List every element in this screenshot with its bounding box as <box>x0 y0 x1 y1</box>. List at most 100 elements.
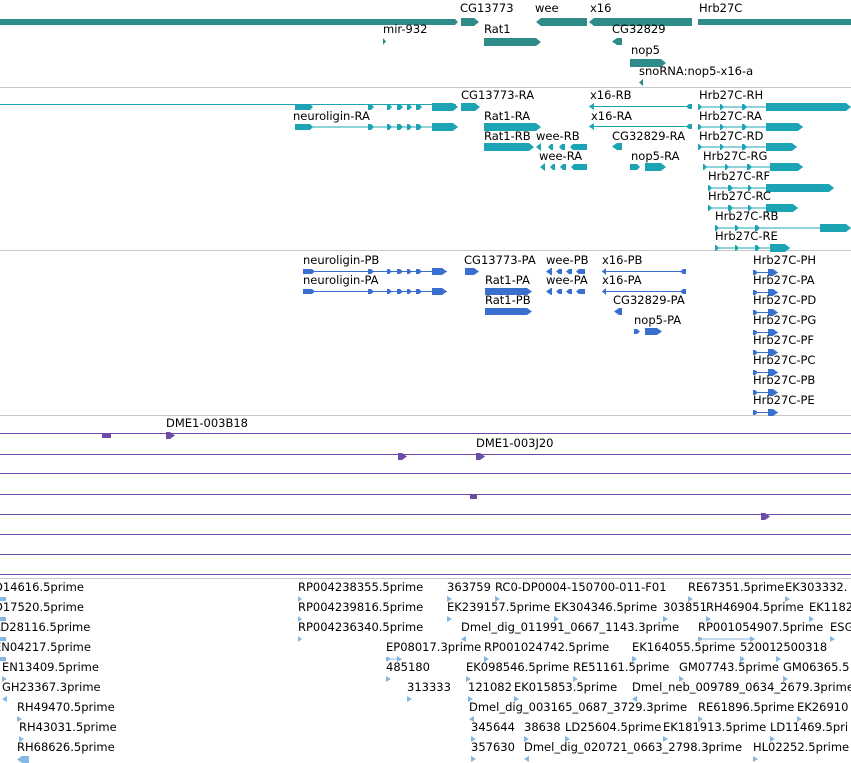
feature-HL02252.5prime[interactable]: HL02252.5prime <box>753 740 849 762</box>
feature-Hrb27C-PC[interactable]: Hrb27C-PC <box>753 353 815 376</box>
feature-Rat1[interactable]: Rat1 <box>484 22 541 46</box>
feature-CG13773-PA[interactable]: CG13773-PA <box>464 253 536 275</box>
feature-485180[interactable]: 485180 <box>386 660 430 682</box>
feature-Rat1-RA[interactable]: Rat1-RA <box>484 109 541 131</box>
feature-Dmel_neb_009789_0634_2679.3prime[interactable]: Dmel_neb_009789_0634_2679.3prime <box>632 680 851 702</box>
feature-CG13773[interactable]: CG13773 <box>0 1 514 26</box>
feature-wee-PB[interactable]: wee-PB <box>546 253 589 275</box>
feature-EK164055.5prime[interactable]: EK164055.5prime <box>632 640 735 662</box>
feature-EK304346.5prime[interactable]: EK304346.5prime <box>554 600 657 622</box>
feature-EK303332.[interactable]: EK303332. <box>785 580 847 602</box>
feature-wee-PA[interactable]: wee-PA <box>546 273 588 295</box>
feature-RP004236340.5prime[interactable]: RP004236340.5prime <box>298 620 423 642</box>
feature-Dmel_dig_003165_0687_3729.3prime[interactable]: Dmel_dig_003165_0687_3729.3prime <box>469 700 687 722</box>
feature-mir-932[interactable]: mir-932 <box>383 22 428 45</box>
feature-wee-RA[interactable]: wee-RA <box>539 149 587 171</box>
feature-Hrb27C-PB[interactable]: Hrb27C-PB <box>753 373 815 396</box>
feature-neuroligin-PB[interactable]: neuroligin-PB <box>303 253 447 275</box>
feature-Hrb27C-PE[interactable]: Hrb27C-PE <box>753 393 815 416</box>
feature-Rat1-RB[interactable]: Rat1-RB <box>484 129 534 151</box>
feature-EK1182[interactable]: EK1182 <box>809 600 851 622</box>
feature-unlabeled[interactable] <box>398 453 407 460</box>
feature-363759[interactable]: 363759 <box>447 580 491 602</box>
feature-EK26910[interactable]: EK26910 <box>797 700 848 722</box>
feature-LD11469.5pri[interactable]: LD11469.5pri <box>770 720 848 742</box>
feature-LD25604.5prime[interactable]: LD25604.5prime <box>565 720 661 742</box>
feature-Hrb27C-RA[interactable]: Hrb27C-RA <box>698 109 803 131</box>
feature-RP001024742.5prime[interactable]: RP001024742.5prime <box>484 640 609 662</box>
feature-RP004238355.5prime[interactable]: RP004238355.5prime <box>298 580 423 602</box>
feature-x16-PB[interactable]: x16-PB <box>602 253 686 275</box>
feature-RE51161.5prime[interactable]: RE51161.5prime <box>573 660 669 682</box>
feature-EN13409.5prime[interactable]: EN13409.5prime <box>2 660 99 682</box>
feature-Rat1-PA[interactable]: Rat1-PA <box>485 273 532 295</box>
feature-Hrb27C-RH[interactable]: Hrb27C-RH <box>698 88 851 111</box>
feature-Rat1-PB[interactable]: Rat1-PB <box>485 293 532 315</box>
feature-RE61896.5prime[interactable]: RE61896.5prime <box>698 700 794 722</box>
feature-CG32829-RA[interactable]: CG32829-RA <box>612 129 685 150</box>
feature-Hrb27C-PF[interactable]: Hrb27C-PF <box>753 333 814 356</box>
feature-GH23367.3prime[interactable]: GH23367.3prime <box>2 680 101 702</box>
feature-x16[interactable]: x16 <box>589 1 692 26</box>
feature-52001[interactable]: 52001 <box>740 640 777 662</box>
feature-EK239157.5prime[interactable]: EK239157.5prime <box>447 600 550 622</box>
feature-DME1-003J20[interactable]: DME1-003J20 <box>476 436 554 460</box>
feature-unlabeled[interactable] <box>102 433 111 438</box>
feature-snoRNA:nop5-x16-a[interactable]: snoRNA:nop5-x16-a <box>639 64 753 86</box>
feature-Hrb27C-RD[interactable]: Hrb27C-RD <box>698 129 797 151</box>
feature-Hrb27C-PA[interactable]: Hrb27C-PA <box>753 273 815 296</box>
feature-EK015853.5prime[interactable]: EK015853.5prime <box>514 680 617 702</box>
feature-wee-RB[interactable]: wee-RB <box>536 129 587 151</box>
feature-RE67351.5prime[interactable]: RE67351.5prime <box>688 580 784 602</box>
feature-neuroligin-RA[interactable]: neuroligin-RA <box>293 109 458 131</box>
feature-nop5-PA[interactable]: nop5-PA <box>634 313 681 335</box>
feature-303851[interactable]: 303851 <box>663 600 707 622</box>
feature-nop5[interactable]: nop5 <box>630 43 666 67</box>
feature-x16-PA[interactable]: x16-PA <box>602 273 686 295</box>
feature-121082[interactable]: 121082 <box>468 680 512 702</box>
feature-GM06365.5[interactable]: GM06365.5 <box>783 660 849 682</box>
feature-38638[interactable]: 38638 <box>524 720 561 742</box>
feature-GM07743.5prime[interactable]: GM07743.5prime <box>679 660 779 682</box>
feature-unlabeled[interactable] <box>470 494 477 499</box>
feature-EK098546.5prime[interactable]: EK098546.5prime <box>466 660 569 682</box>
feature-x16-RA[interactable]: x16-RA <box>589 109 692 130</box>
feature-Hrb27C-PH[interactable]: Hrb27C-PH <box>753 253 816 276</box>
feature-RH49470.5prime[interactable]: RH49470.5prime <box>17 700 115 722</box>
feature-neuroligin-PA[interactable]: neuroligin-PA <box>303 273 447 295</box>
feature-RH46904.5prime[interactable]: RH46904.5prime <box>706 600 804 622</box>
feature-Dmel_dig_011991_0667_1143.3prime[interactable]: Dmel_dig_011991_0667_1143.3prime <box>461 620 679 642</box>
feature-345644[interactable]: 345644 <box>471 720 515 742</box>
feature-RH43031.5prime[interactable]: RH43031.5prime <box>19 720 117 742</box>
feature-RP001054907.5prime[interactable]: RP001054907.5prime <box>698 620 823 642</box>
feature-D17520.5prime[interactable]: D17520.5prime <box>0 600 84 621</box>
feature-wee[interactable]: wee <box>535 1 587 26</box>
feature-LD28116.5prime[interactable]: LD28116.5prime <box>0 620 90 641</box>
feature-EP08017.3prime[interactable]: EP08017.3prime <box>386 640 481 662</box>
feature-RC0-DP0004-150700-011-F01[interactable]: RC0-DP0004-150700-011-F01 <box>495 580 667 602</box>
feature-2500318[interactable]: 2500318 <box>776 640 827 662</box>
feature-EK181913.5prime[interactable]: EK181913.5prime <box>663 720 766 742</box>
feature-313333[interactable]: 313333 <box>407 680 451 702</box>
feature-CG32829[interactable]: CG32829 <box>612 22 666 45</box>
feature-unlabeled[interactable] <box>761 513 770 520</box>
feature-Hrb27C[interactable]: Hrb27C <box>698 1 851 25</box>
feature-RH68626.5prime[interactable]: RH68626.5prime <box>17 740 115 763</box>
feature-Dmel_dig_020721_0663_2798.3prime[interactable]: Dmel_dig_020721_0663_2798.3prime <box>524 740 742 762</box>
feature-CG32829-PA[interactable]: CG32829-PA <box>613 293 685 315</box>
feature-ESG[interactable]: ESG <box>830 620 851 642</box>
feature-EN04217.5prime[interactable]: EN04217.5prime <box>0 640 91 661</box>
feature-357630[interactable]: 357630 <box>471 740 515 762</box>
feature-D14616.5prime[interactable]: D14616.5prime <box>0 580 84 601</box>
feature-x16-RB[interactable]: x16-RB <box>589 88 692 110</box>
feature-Hrb27C-RG[interactable]: Hrb27C-RG <box>703 149 803 171</box>
feature-CG13773-RA[interactable]: CG13773-RA <box>461 88 534 111</box>
feature-DME1-003B18[interactable]: DME1-003B18 <box>166 416 248 439</box>
feature-nop5-RA[interactable]: nop5-RA <box>630 149 680 171</box>
feature-Hrb27C-PG[interactable]: Hrb27C-PG <box>753 313 816 336</box>
feature-unlabeled[interactable] <box>295 103 458 111</box>
feature-Hrb27C-PD[interactable]: Hrb27C-PD <box>753 293 816 316</box>
feature-Hrb27C-RF[interactable]: Hrb27C-RF <box>708 169 834 192</box>
feature-Hrb27C-RB[interactable]: Hrb27C-RB <box>715 209 851 232</box>
feature-Hrb27C-RE[interactable]: Hrb27C-RE <box>715 229 790 252</box>
